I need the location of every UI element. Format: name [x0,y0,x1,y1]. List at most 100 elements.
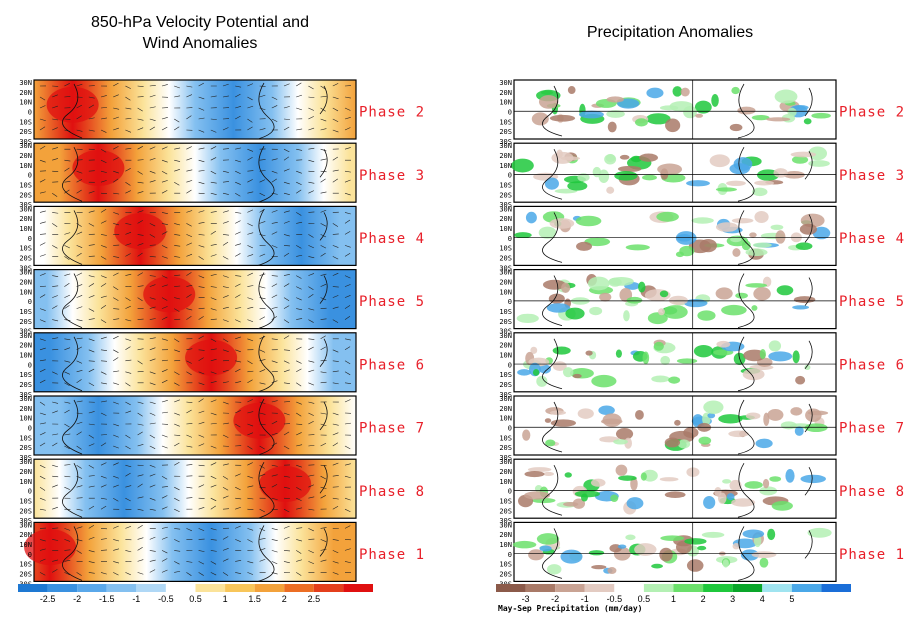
vp-lat-tick-phase-1-2: 10N [19,541,32,549]
precip-colorbar-tick: -0.5 [607,594,623,604]
vp-lat-tick-phase-7-5: 20S [19,444,32,452]
vp-colorbar-tick: -1.5 [99,594,115,604]
vp-colorbar-tick: 2 [282,594,287,604]
vp-panel-phase-6 [33,332,357,393]
vp-lat-tick-phase-7-2: 10N [19,415,32,423]
vp-colorbar-tick: -1 [132,594,140,604]
vp-lat-tick-phase-4-1: 20N [19,215,32,223]
vp-colorbar-swatch [313,584,344,592]
precip-lat-tick-phase-2-1: 20N [499,89,512,97]
vp-panel-phase-5 [33,269,357,330]
precip-colorbar-swatch [496,584,526,592]
vp-lat-tick-phase-6-6: 30S [19,391,32,399]
vp-lat-tick-phase-7-1: 20N [19,405,32,413]
precip-phase-label-phase-1: Phase 1 [839,547,905,563]
vp-lat-tick-phase-4-0: 30N [19,205,32,213]
precip-lat-tick-phase-7-6: 30S [499,454,512,462]
vp-lat-tick-phase-7-3: 0 [28,425,32,433]
vp-lat-tick-phase-3-5: 20S [19,191,32,199]
precip-colorbar-swatch [821,584,851,592]
vp-lat-tick-phase-5-1: 20N [19,278,32,286]
vp-lat-tick-phase-1-5: 20S [19,571,32,579]
precip-lat-tick-phase-6-4: 10S [499,371,512,379]
precip-lat-tick-phase-8-3: 0 [508,488,512,496]
precip-lat-tick-phase-6-2: 10N [499,351,512,359]
precip-panel-phase-6 [513,332,837,393]
precip-lat-tick-phase-1-4: 10S [499,561,512,569]
precip-lat-tick-phase-5-6: 30S [499,328,512,336]
vp-lat-tick-phase-6-5: 20S [19,381,32,389]
vp-lat-tick-phase-5-5: 20S [19,318,32,326]
precip-colorbar-swatch [584,584,615,592]
vp-max-contour [114,213,167,250]
precip-colorbar-tick: 0.5 [638,594,651,604]
vp-colorbar-tick: 0.5 [189,594,202,604]
precip-lat-tick-phase-3-3: 0 [508,172,512,180]
vp-lat-tick-phase-7-4: 10S [19,434,32,442]
vp-panel-phase-8 [33,458,357,519]
precip-lat-tick-phase-4-5: 20S [499,255,512,263]
precip-lat-tick-phase-5-5: 20S [499,318,512,326]
vp-lat-tick-phase-7-6: 30S [19,454,32,462]
vp-panel-phase-4 [33,205,357,266]
precip-lat-tick-phase-6-6: 30S [499,391,512,399]
precip-lat-tick-phase-5-1: 20N [499,278,512,286]
vp-colorbar-swatch [136,584,166,592]
vp-lat-tick-phase-2-6: 30S [19,138,32,146]
precip-lat-tick-phase-1-0: 30N [499,521,512,529]
vp-max-contour [259,465,312,502]
vp-lat-tick-phase-5-3: 0 [28,298,32,306]
right-chart-title: Precipitation Anomalies [586,24,754,41]
precip-panel-phase-2 [513,79,837,140]
precip-phase-label-phase-5: Phase 5 [839,294,905,310]
precip-lat-tick-phase-5-0: 30N [499,269,512,277]
vp-lat-tick-phase-3-6: 30S [19,201,32,209]
vp-max-contour [24,529,77,566]
vp-colorbar-tick: -2.5 [40,594,56,604]
precip-lat-tick-phase-6-3: 0 [508,361,512,369]
vp-lat-tick-phase-5-0: 30N [19,269,32,277]
vp-colorbar-tick: 1 [223,594,228,604]
precip-panel-phase-7 [513,395,837,456]
vp-lat-tick-phase-4-3: 0 [28,235,32,243]
precip-colorbar-tick: 2 [701,594,706,604]
vp-colorbar-tick: -0.5 [158,594,174,604]
vp-lat-tick-phase-6-4: 10S [19,371,32,379]
precip-colorbar-tick: 5 [789,594,794,604]
vp-lat-tick-phase-5-4: 10S [19,308,32,316]
precip-panel-phase-8 [513,458,837,519]
precip-phase-label-phase-7: Phase 7 [839,421,905,437]
precip-phase-label-phase-4: Phase 4 [839,231,905,247]
vp-lat-tick-phase-3-2: 10N [19,162,32,170]
precip-lat-tick-phase-3-6: 30S [499,201,512,209]
vp-lat-tick-phase-2-3: 0 [28,109,32,117]
vp-colorbar-tick: -2 [73,594,81,604]
vp-lat-tick-phase-8-6: 30S [19,517,32,525]
precip-lat-tick-phase-6-5: 20S [499,381,512,389]
vp-phase-label-phase-7: Phase 7 [359,421,425,437]
vp-lat-tick-phase-3-0: 30N [19,142,32,150]
vp-phase-label-phase-3: Phase 3 [359,168,425,184]
precip-colorbar-title: May-Sep Precipitation (mm/day) [498,603,643,613]
precip-phase-label-phase-6: Phase 6 [839,357,905,373]
vp-phase-label-phase-6: Phase 6 [359,357,425,373]
precip-lat-tick-phase-4-0: 30N [499,205,512,213]
precip-lat-tick-phase-7-5: 20S [499,444,512,452]
vp-lat-tick-phase-6-3: 0 [28,361,32,369]
vp-lat-tick-phase-1-1: 20N [19,531,32,539]
vp-phase-label-phase-8: Phase 8 [359,484,425,500]
vp-lat-tick-phase-4-2: 10N [19,225,32,233]
vp-lat-tick-phase-4-6: 30S [19,264,32,272]
vp-lat-tick-phase-8-2: 10N [19,478,32,486]
vp-lat-tick-phase-1-3: 0 [28,551,32,559]
precip-lat-tick-phase-8-0: 30N [499,458,512,466]
vp-max-contour [143,276,196,313]
precip-lat-tick-phase-8-2: 10N [499,478,512,486]
precip-lat-tick-phase-4-1: 20N [499,215,512,223]
vp-colorbar-swatch [195,584,226,592]
precip-lat-tick-phase-2-3: 0 [508,109,512,117]
precip-phase-label-phase-8: Phase 8 [839,484,905,500]
precip-phase-label-phase-3: Phase 3 [839,168,905,184]
vp-panel-phase-7 [33,395,357,456]
vp-colorbar-tick: 1.5 [248,594,261,604]
